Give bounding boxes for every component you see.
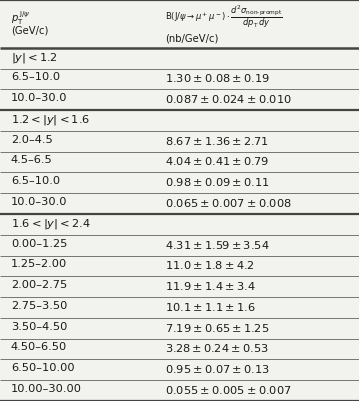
Text: $1.2 < |y| < 1.6$: $1.2 < |y| < 1.6$ (11, 113, 90, 127)
Text: 6.5–10.0: 6.5–10.0 (11, 176, 60, 186)
Text: $\mathrm{B}(\mathrm{J}/\psi \to \mu^+\mu^-)\cdot\dfrac{d^2\sigma_{\mathrm{non\te: $\mathrm{B}(\mathrm{J}/\psi \to \mu^+\mu… (165, 4, 283, 30)
Text: $11.9 \pm 1.4 \pm 3.4$: $11.9 \pm 1.4 \pm 3.4$ (165, 280, 256, 292)
Text: 3.50–4.50: 3.50–4.50 (11, 322, 67, 332)
Text: $3.28 \pm 0.24 \pm 0.53$: $3.28 \pm 0.24 \pm 0.53$ (165, 342, 269, 354)
Text: $0.98 \pm 0.09 \pm 0.11$: $0.98 \pm 0.09 \pm 0.11$ (165, 176, 270, 188)
Text: $10.1 \pm 1.1 \pm 1.6$: $10.1 \pm 1.1 \pm 1.6$ (165, 301, 256, 313)
Text: $p_\mathrm{T}^{\,\mathrm{J}/\psi}$: $p_\mathrm{T}^{\,\mathrm{J}/\psi}$ (11, 9, 30, 26)
Text: 10.0–30.0: 10.0–30.0 (11, 197, 67, 207)
Text: $8.67 \pm 1.36 \pm 2.71$: $8.67 \pm 1.36 \pm 2.71$ (165, 135, 269, 147)
Text: $7.19 \pm 0.65 \pm 1.25$: $7.19 \pm 0.65 \pm 1.25$ (165, 322, 270, 334)
Text: (nb/GeV/c): (nb/GeV/c) (165, 34, 219, 44)
Text: $1.6 < |y| < 2.4$: $1.6 < |y| < 2.4$ (11, 217, 90, 231)
Text: $1.30 \pm 0.08 \pm 0.19$: $1.30 \pm 0.08 \pm 0.19$ (165, 72, 270, 84)
Text: 1.25–2.00: 1.25–2.00 (11, 259, 67, 269)
Text: 2.00–2.75: 2.00–2.75 (11, 280, 67, 290)
Text: 2.75–3.50: 2.75–3.50 (11, 301, 67, 311)
Text: 10.0–30.0: 10.0–30.0 (11, 93, 67, 103)
Text: 0.00–1.25: 0.00–1.25 (11, 239, 67, 249)
Text: $4.04 \pm 0.41 \pm 0.79$: $4.04 \pm 0.41 \pm 0.79$ (165, 156, 270, 167)
Text: (GeV/c): (GeV/c) (11, 25, 48, 35)
Text: 4.50–6.50: 4.50–6.50 (11, 342, 67, 352)
Text: 10.00–30.00: 10.00–30.00 (11, 384, 82, 394)
Text: $|y| < 1.2$: $|y| < 1.2$ (11, 51, 57, 65)
Text: $0.95 \pm 0.07 \pm 0.13$: $0.95 \pm 0.07 \pm 0.13$ (165, 363, 270, 375)
Text: 6.50–10.00: 6.50–10.00 (11, 363, 74, 373)
Text: $0.065 \pm 0.007 \pm 0.008$: $0.065 \pm 0.007 \pm 0.008$ (165, 197, 292, 209)
Text: 4.5–6.5: 4.5–6.5 (11, 156, 52, 166)
Text: 2.0–4.5: 2.0–4.5 (11, 135, 52, 145)
Text: 6.5–10.0: 6.5–10.0 (11, 72, 60, 82)
Text: $0.055 \pm 0.005 \pm 0.007$: $0.055 \pm 0.005 \pm 0.007$ (165, 384, 292, 396)
Text: $0.087 \pm 0.024 \pm 0.010$: $0.087 \pm 0.024 \pm 0.010$ (165, 93, 292, 105)
Text: $4.31 \pm 1.59 \pm 3.54$: $4.31 \pm 1.59 \pm 3.54$ (165, 239, 270, 251)
Text: $11.0 \pm 1.8 \pm 4.2$: $11.0 \pm 1.8 \pm 4.2$ (165, 259, 255, 271)
